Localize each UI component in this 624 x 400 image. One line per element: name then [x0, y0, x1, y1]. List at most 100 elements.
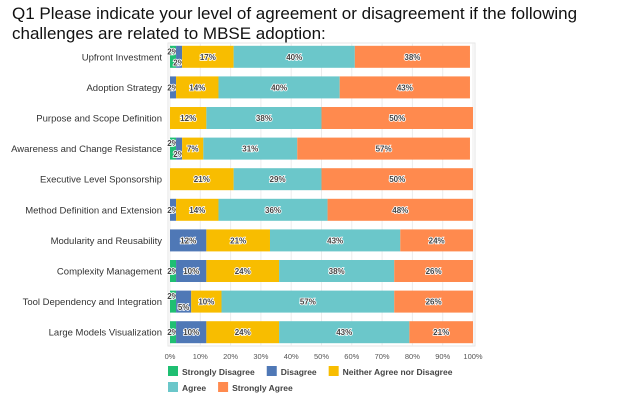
data-label: 43%	[336, 328, 352, 337]
data-label: 5%	[178, 303, 190, 312]
data-label: 2%	[173, 58, 185, 67]
data-label: 10%	[183, 267, 199, 276]
data-label: 40%	[271, 83, 287, 92]
bar-segment	[233, 45, 355, 68]
data-label: 43%	[397, 83, 413, 92]
bar-segment	[400, 229, 473, 252]
data-label: 26%	[426, 298, 442, 307]
legend-label: Strongly Agree	[232, 383, 293, 393]
data-label: 2%	[167, 83, 179, 92]
data-label: 2%	[167, 292, 179, 301]
bar-segment	[176, 198, 219, 221]
data-label: 24%	[429, 236, 445, 245]
bar-segment	[206, 321, 280, 344]
data-label: 57%	[300, 298, 316, 307]
bar-segment	[176, 45, 183, 68]
bar-segment	[170, 229, 207, 252]
bar-segment	[176, 137, 183, 160]
x-tick-label: 0%	[165, 352, 176, 361]
bar-segment	[206, 229, 270, 252]
data-label: 24%	[235, 328, 251, 337]
x-tick-label: 20%	[223, 352, 238, 361]
bar-segment	[176, 290, 192, 313]
data-label: 43%	[327, 236, 343, 245]
legend-label: Neither Agree nor Disagree	[343, 367, 453, 377]
data-label: 12%	[180, 236, 196, 245]
category-label: Upfront Investment	[82, 52, 163, 63]
bar-segment	[233, 168, 322, 191]
x-tick-label: 40%	[284, 352, 299, 361]
category-label: Tool Dependency and Integration	[23, 297, 162, 308]
data-label: 50%	[389, 114, 405, 123]
bar-segment	[191, 290, 222, 313]
legend-label: Agree	[182, 383, 206, 393]
data-label: 26%	[426, 267, 442, 276]
data-label: 50%	[389, 175, 405, 184]
bar-segment	[321, 168, 473, 191]
bar-segment	[354, 45, 470, 68]
data-label: 21%	[433, 328, 449, 337]
data-label: 2%	[167, 206, 179, 215]
bar-segment	[221, 290, 395, 313]
x-tick-label: 70%	[375, 352, 390, 361]
bar-segment	[170, 168, 234, 191]
data-label: 36%	[265, 206, 281, 215]
bar-segment	[206, 260, 280, 282]
x-tick-label: 90%	[435, 352, 450, 361]
data-label: 2%	[167, 139, 179, 148]
bar-segment	[279, 260, 395, 282]
data-label: 12%	[180, 114, 196, 123]
data-label: 21%	[230, 236, 246, 245]
data-label: 57%	[376, 145, 392, 154]
data-label: 14%	[189, 83, 205, 92]
legend-swatch	[168, 382, 178, 392]
bar-segment	[409, 321, 473, 344]
legend-swatch	[168, 366, 178, 376]
data-label: 38%	[329, 267, 345, 276]
legend-label: Strongly Disagree	[182, 367, 255, 377]
legend-swatch	[266, 366, 277, 376]
bar-segment	[170, 107, 207, 129]
bar-segment	[176, 260, 207, 282]
x-tick-label: 80%	[405, 352, 420, 361]
data-label: 14%	[189, 206, 205, 215]
data-label: 10%	[183, 328, 199, 337]
bar-segment	[182, 45, 234, 68]
data-label: 7%	[187, 145, 199, 154]
bar-segment	[170, 321, 177, 344]
category-label: Purpose and Scope Definition	[36, 114, 162, 125]
bar-segment	[203, 137, 298, 160]
bar-segment	[339, 76, 470, 99]
chart-title: Q1 Please indicate your level of agreeme…	[12, 4, 578, 43]
data-label: 10%	[198, 298, 214, 307]
data-label: 2%	[167, 267, 179, 276]
bar-segment	[218, 198, 328, 221]
category-label: Modularity and Reusability	[51, 236, 163, 247]
bar-segment	[170, 137, 177, 160]
bar-segment	[394, 290, 473, 313]
bar-segment	[394, 260, 473, 282]
bar-segment	[218, 76, 340, 99]
data-label: 38%	[404, 53, 420, 62]
category-label: Method Definition and Extension	[25, 205, 162, 216]
x-tick-label: 100%	[463, 352, 483, 361]
data-label: 31%	[242, 145, 258, 154]
data-label: 29%	[270, 175, 286, 184]
bar-segment	[321, 107, 473, 129]
bar-segment	[170, 45, 177, 68]
category-label: Large Models Visualization	[49, 328, 162, 339]
data-label: 2%	[167, 328, 179, 337]
bar-segment	[269, 229, 401, 252]
x-tick-label: 10%	[193, 352, 208, 361]
bar-segment	[327, 198, 473, 221]
data-label: 24%	[235, 267, 251, 276]
category-label: Executive Level Sponsorship	[40, 175, 162, 186]
bar-segment	[170, 290, 177, 313]
data-label: 40%	[286, 53, 302, 62]
bar-segment	[170, 260, 177, 282]
bar-segment	[279, 321, 410, 344]
data-label: 17%	[200, 53, 216, 62]
bar-segment	[176, 321, 207, 344]
category-label: Awareness and Change Resistance	[11, 144, 162, 155]
bar-segment	[176, 76, 219, 99]
